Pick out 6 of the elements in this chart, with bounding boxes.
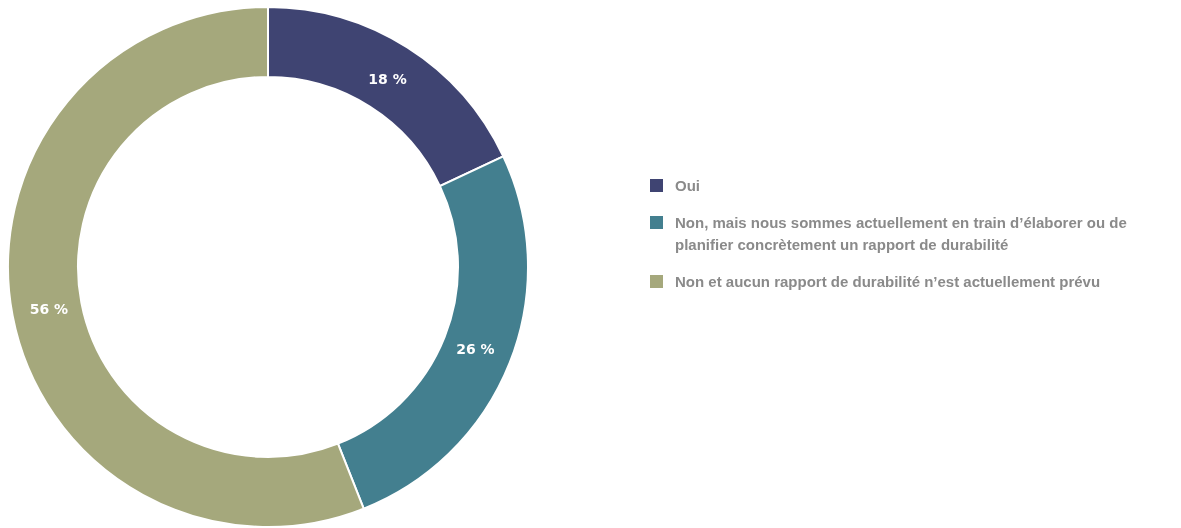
legend-label: Oui — [675, 177, 700, 195]
data-label: 18 % — [368, 70, 407, 87]
data-label: 56 % — [29, 300, 69, 317]
legend-label: Non et aucun rapport de durabilité n’est actuellement prévu — [675, 273, 1101, 291]
legend-label: Non, mais nous sommes actuellement en train d’élaborer ou de planifier concrètement un rapport de durabilité — [675, 214, 1127, 254]
data-label: 26 % — [456, 340, 495, 357]
